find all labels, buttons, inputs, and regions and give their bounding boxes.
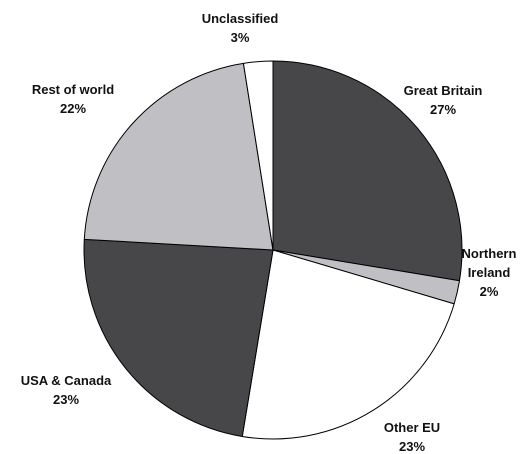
slice-name-northern-ireland: Ireland [468, 265, 511, 280]
pie-slice-other-eu [241, 249, 455, 440]
slice-percent-other-eu: 23% [399, 439, 425, 454]
slice-name-unclassified: Unclassified [202, 11, 279, 26]
slice-percent-rest-of-world: 22% [60, 101, 86, 116]
slice-label-northern-ireland: Northern Ireland 2% [462, 246, 517, 299]
slice-name-other-eu: Other EU [384, 420, 440, 435]
slice-label-unclassified: Unclassified 3% [202, 11, 279, 45]
slice-percent-unclassified: 3% [231, 30, 250, 45]
pie-labels: Great Britain 27% Northern Ireland 2% Other E… [21, 11, 517, 454]
pie-slice-usa-and-canada [83, 238, 274, 437]
slice-percent-great-britain: 27% [430, 102, 456, 117]
slice-label-usa-and-canada: USA & Canada 23% [21, 373, 112, 407]
slice-name-northern-ireland: Northern [462, 246, 517, 261]
slice-name-great-britain: Great Britain [404, 83, 483, 98]
slice-label-great-britain: Great Britain 27% [404, 83, 483, 117]
pie-slice-rest-of-world [83, 62, 274, 251]
pie-slice-great-britain [272, 60, 463, 282]
pie-slices [83, 60, 463, 440]
slice-name-usa-and-canada: USA & Canada [21, 373, 112, 388]
slice-label-rest-of-world: Rest of world 22% [32, 82, 114, 116]
slice-label-other-eu: Other EU 23% [384, 420, 440, 454]
pie-slice-unclassified [242, 60, 274, 251]
slice-percent-usa-and-canada: 23% [53, 392, 79, 407]
slice-name-rest-of-world: Rest of world [32, 82, 114, 97]
slice-percent-northern-ireland: 2% [480, 284, 499, 299]
